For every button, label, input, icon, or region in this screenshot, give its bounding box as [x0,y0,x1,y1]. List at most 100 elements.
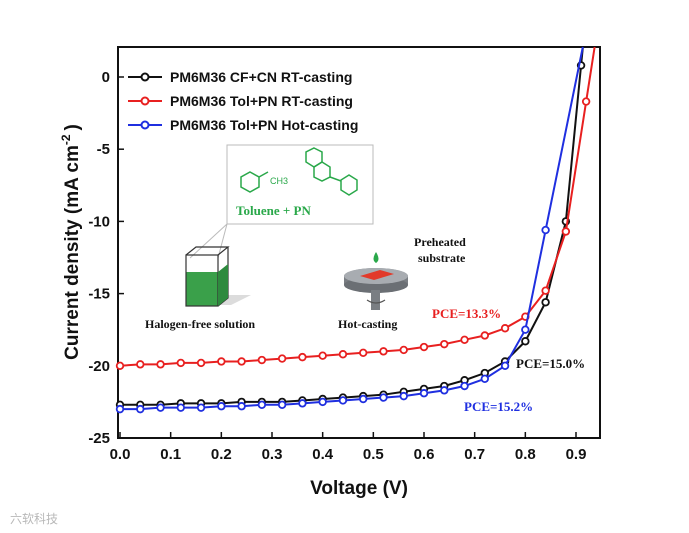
watermark: 六软科技 [10,512,59,526]
y-tick-label: -25 [88,430,110,447]
data-point [460,381,469,391]
y-tick-label: -15 [88,286,110,303]
phenylnaphthalene-structure-icon [305,147,358,196]
data-point [419,389,429,398]
data-point [500,324,510,333]
data-point [318,351,327,360]
data-point [257,355,267,365]
y-tick-label: -5 [97,141,110,158]
x-tick-label: 0.9 [566,446,587,463]
x-tick-label: 0.8 [515,446,536,463]
data-point [237,357,246,366]
y-tick-label: -10 [88,213,110,230]
data-point [338,350,348,359]
chemical-structures-inset: CH3 Toluene + PN [226,144,374,225]
legend-label-2: PM6M36 Tol+PN Hot-casting [170,117,358,133]
hot-casting-label: Hot-casting [338,317,397,331]
data-point [217,357,226,366]
legend-item-0: PM6M36 CF+CN RT-casting [128,69,352,85]
data-point [440,339,449,349]
series-2 [115,46,584,414]
solvent-label: Toluene + PN [236,203,311,218]
x-tick-label: 0.6 [414,446,435,463]
data-point [176,358,185,368]
x-tick-label: 0.2 [211,446,232,463]
data-point [561,227,571,236]
ch3-label: CH3 [270,176,288,186]
legend-label-1: PM6M36 Tol+PN RT-casting [170,93,353,109]
substrate-label-line2: substrate [418,251,466,265]
legend-item-1: PM6M36 Tol+PN RT-casting [128,93,353,109]
data-point [480,331,489,340]
data-point [217,402,226,411]
inset-connector [189,223,228,259]
x-tick-label: 0.7 [464,446,485,463]
data-point [136,404,145,414]
series-layer [115,46,596,414]
data-point [500,361,510,370]
legend-label-0: PM6M36 CF+CN RT-casting [170,69,352,85]
x-tick-label: 0.4 [312,446,334,463]
pce-annotation-blue: PCE=15.2% [464,399,533,414]
data-point [115,361,125,370]
x-tick-label: 0.0 [110,446,131,463]
y-axis-title-main: Current density (mA cm [62,145,83,360]
data-point [176,403,185,412]
legend-item-2: PM6M36 Tol+PN Hot-casting [128,117,358,133]
pce-annotation-red: PCE=13.3% [432,306,501,321]
data-point [277,354,287,363]
data-point [399,345,408,355]
x-tick-label: 0.3 [262,446,283,463]
inset-connector-2 [217,223,228,259]
data-point [541,298,550,307]
data-point [581,97,591,106]
data-point [196,358,206,368]
svg-text:Current density (mA cm-2): Current density (mA cm-2) [59,124,83,360]
data-point [338,396,348,405]
plot-frame [117,46,601,439]
data-point [136,360,145,369]
solution-label: Halogen-free solution [145,317,255,331]
data-point [156,403,165,412]
data-point [541,286,550,295]
data-point [399,391,408,401]
y-axis-title-sup: -2 [59,134,73,145]
data-point [541,225,550,235]
data-point [440,386,449,395]
data-point [298,352,307,362]
data-point [379,393,388,402]
data-point [379,347,388,356]
legend: PM6M36 CF+CN RT-casting PM6M36 Tol+PN RT… [128,69,358,133]
pce-annotation-black: PCE=15.0% [516,356,585,371]
data-point [196,403,206,412]
data-point [298,399,307,408]
series-1 [115,46,596,370]
toluene-structure-icon [240,171,269,193]
substrate-label-line1: Preheated [414,235,466,249]
data-point [359,348,368,358]
data-point [318,397,327,407]
data-point [257,400,267,409]
x-axis-title: Voltage (V) [310,478,408,499]
x-tick-label: 0.1 [160,446,181,463]
data-point [521,325,530,334]
y-tick-label: -20 [88,358,110,375]
data-point [359,394,368,404]
solution-beaker-icon [185,246,251,307]
data-point [460,335,469,345]
data-point [480,374,489,383]
data-point [237,402,246,411]
y-axis-title-end: ) [62,124,83,130]
y-axis-title: Current density (mA cm-2) [59,124,83,360]
y-tick-label: 0 [102,69,110,86]
y-axis-ticks: 0 -5 -10 -15 -20 -25 [88,69,124,447]
x-tick-label: 0.5 [363,446,384,463]
hot-casting-stage-icon [344,252,408,310]
data-point [156,360,165,369]
x-axis-ticks: 0.0 0.1 0.2 0.3 0.4 0.5 0.6 0.7 0.8 0.9 [110,432,587,463]
data-point [115,404,125,414]
data-point [277,400,287,409]
data-point [521,337,530,346]
data-point [419,342,429,352]
